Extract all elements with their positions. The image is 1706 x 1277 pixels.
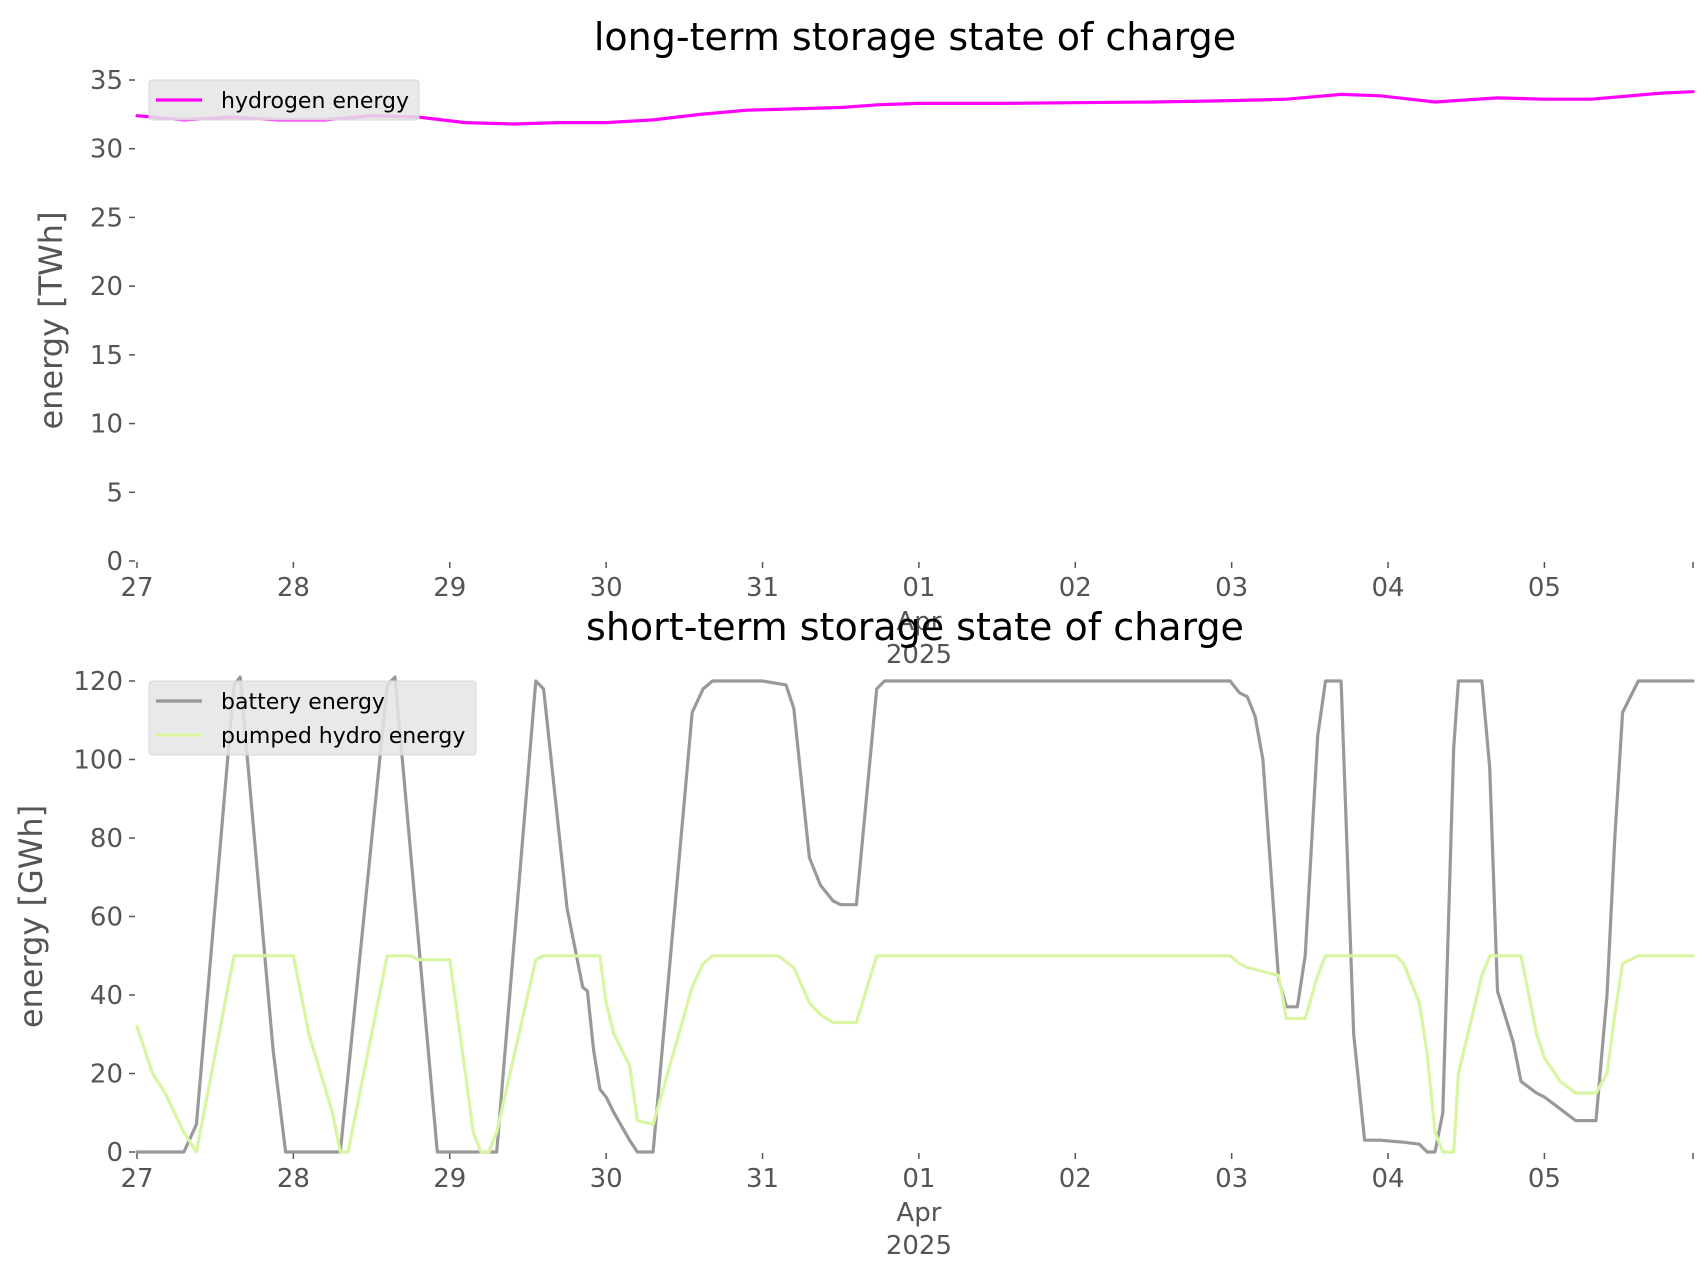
y-axis-label: energy [GWh] — [12, 805, 50, 1028]
x-tick-label: 03 — [1215, 573, 1248, 603]
x-tick-label: 30 — [590, 1164, 623, 1194]
x-tick-label: 30 — [590, 573, 623, 603]
x-tick-sublabel: 2025 — [886, 1231, 952, 1261]
legend-label: battery energy — [221, 690, 385, 715]
y-tick-label: 5 — [106, 478, 123, 508]
x-tick-label: 27 — [120, 1164, 153, 1194]
pumped-hydro-energy-line — [135, 954, 1695, 1154]
x-tick-label: 29 — [433, 573, 466, 603]
x-tick-label: 28 — [277, 573, 310, 603]
x-tick-label: 02 — [1059, 573, 1092, 603]
y-tick-label: 60 — [90, 903, 123, 933]
y-tick-label: 0 — [106, 1138, 123, 1168]
y-tick-label: 40 — [90, 981, 123, 1011]
x-tick-label: 01 — [902, 1164, 935, 1194]
y-tick-label: 35 — [90, 66, 123, 96]
legend-box — [148, 79, 420, 121]
y-tick-label: 0 — [106, 547, 123, 577]
x-tick-label: 02 — [1059, 1164, 1092, 1194]
chart-title: long-term storage state of charge — [594, 15, 1236, 59]
y-tick-label: 30 — [90, 135, 123, 165]
x-tick-sublabel: 2025 — [886, 640, 952, 670]
y-tick-label: 25 — [90, 203, 123, 233]
y-tick-label: 20 — [90, 1060, 123, 1090]
y-tick-label: 20 — [90, 272, 123, 302]
x-tick-label: 03 — [1215, 1164, 1248, 1194]
y-tick-label: 15 — [90, 341, 123, 371]
y-tick-label: 100 — [73, 746, 123, 776]
y-tick-label: 120 — [73, 667, 123, 697]
x-tick-label: 05 — [1528, 573, 1561, 603]
x-tick-label: 29 — [433, 1164, 466, 1194]
legend-box — [148, 680, 477, 756]
y-tick-label: 80 — [90, 824, 123, 854]
battery-energy-line — [135, 675, 1695, 1154]
y-axis-label: energy [TWh] — [32, 211, 70, 429]
x-tick-label: 27 — [120, 573, 153, 603]
long-term-storage-chart: long-term storage state of charge energy … — [32, 15, 1695, 670]
x-tick-sublabel: Apr — [896, 607, 941, 637]
legend-label: pumped hydro energy — [221, 724, 465, 749]
x-tick-label: 04 — [1372, 573, 1405, 603]
x-tick-label: 28 — [277, 1164, 310, 1194]
legend-label: hydrogen energy — [221, 89, 409, 114]
x-tick-label: 31 — [746, 1164, 779, 1194]
x-tick-sublabel: Apr — [896, 1198, 941, 1228]
chart-title: short-term storage state of charge — [586, 605, 1244, 649]
x-tick-label: 05 — [1528, 1164, 1561, 1194]
x-tick-label: 31 — [746, 573, 779, 603]
x-tick-label: 01 — [902, 573, 935, 603]
y-tick-label: 10 — [90, 410, 123, 440]
x-tick-label: 04 — [1372, 1164, 1405, 1194]
short-term-storage-chart: short-term storage state of charge energy… — [12, 605, 1695, 1261]
